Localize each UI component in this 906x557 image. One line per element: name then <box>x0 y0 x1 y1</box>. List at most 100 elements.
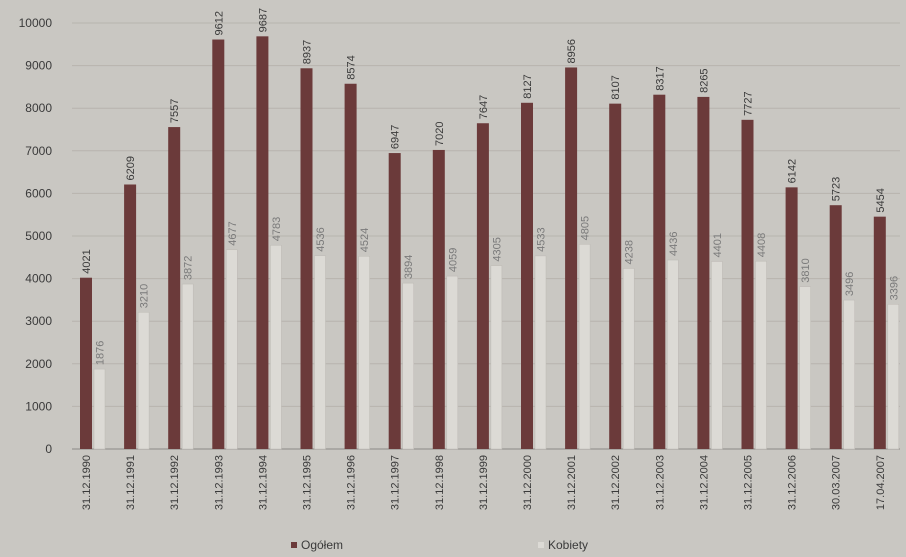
data-label-ogolem: 6142 <box>787 159 799 183</box>
data-label-ogolem: 6209 <box>125 156 137 180</box>
x-tick-label: 31.12.1993 <box>213 455 225 510</box>
bar-kobiety <box>137 312 150 450</box>
bar-kobiety <box>490 265 503 450</box>
data-label-ogolem: 7647 <box>478 95 490 119</box>
legend-label-kobiety: Kobiety <box>548 538 588 552</box>
data-label-ogolem: 7020 <box>434 121 446 145</box>
bar-kobiety <box>711 261 723 450</box>
data-label-ogolem: 5454 <box>875 188 887 212</box>
bar-kobiety <box>93 368 106 450</box>
bar-ogolem <box>256 36 269 449</box>
bar-kobiety <box>887 304 900 450</box>
bar-ogolem <box>300 68 313 449</box>
bar-ogolem <box>741 119 754 449</box>
x-tick-label: 31.12.1998 <box>434 455 446 510</box>
data-label-kobiety: 4533 <box>536 227 548 251</box>
data-label-ogolem: 8107 <box>610 75 622 99</box>
bar-kobiety <box>755 260 767 450</box>
bar-ogolem <box>785 187 798 449</box>
legend-swatch-kobiety <box>538 542 544 548</box>
x-tick-label: 31.12.2001 <box>566 455 578 510</box>
bar-kobiety <box>843 299 855 450</box>
x-tick-label: 31.12.2004 <box>698 455 710 510</box>
data-label-ogolem: 8937 <box>302 40 314 64</box>
bar-kobiety <box>667 259 679 450</box>
y-tick-label: 2000 <box>25 357 52 371</box>
data-label-kobiety: 4677 <box>227 221 239 245</box>
bar-ogolem <box>697 96 710 449</box>
bar-kobiety <box>578 244 591 450</box>
data-label-kobiety: 3872 <box>183 256 195 280</box>
x-tick-label: 31.12.2000 <box>522 455 534 510</box>
y-tick-label: 10000 <box>19 16 53 30</box>
data-label-kobiety: 4783 <box>271 217 283 241</box>
data-label-kobiety: 4436 <box>668 232 680 256</box>
data-label-kobiety: 4238 <box>624 240 636 264</box>
data-label-ogolem: 9687 <box>257 8 269 32</box>
bar-ogolem <box>829 205 842 449</box>
y-tick-label: 7000 <box>25 144 52 158</box>
bar-ogolem <box>873 216 886 449</box>
x-tick-label: 31.12.2003 <box>654 455 666 510</box>
bar-ogolem <box>476 123 489 450</box>
y-tick-label: 9000 <box>25 59 52 73</box>
bar-ogolem <box>521 102 533 450</box>
legend-label-ogolem: Ogółem <box>301 538 343 552</box>
y-tick-label: 5000 <box>25 229 52 243</box>
data-label-ogolem: 8127 <box>522 74 534 98</box>
data-label-kobiety: 3894 <box>403 255 415 279</box>
x-tick-label: 17.04.2007 <box>875 455 887 510</box>
data-label-ogolem: 8956 <box>566 39 578 63</box>
bar-ogolem <box>432 149 445 449</box>
bar-kobiety <box>181 283 194 450</box>
bar-kobiety <box>314 255 326 450</box>
data-label-ogolem: 7557 <box>169 99 181 123</box>
x-tick-label: 31.12.1994 <box>257 455 269 510</box>
y-tick-label: 6000 <box>25 186 52 200</box>
x-tick-label: 31.12.1997 <box>390 455 402 510</box>
data-label-kobiety: 3496 <box>844 272 856 296</box>
data-label-kobiety: 4059 <box>447 248 459 272</box>
x-tick-label: 31.12.2002 <box>610 455 622 510</box>
data-label-kobiety: 3810 <box>800 258 812 282</box>
bar-ogolem <box>388 153 401 449</box>
x-tick-label: 31.12.2006 <box>787 455 799 510</box>
bar-ogolem <box>344 83 357 450</box>
bar-kobiety <box>270 244 282 450</box>
data-label-kobiety: 4408 <box>756 233 768 257</box>
data-label-ogolem: 5723 <box>831 177 843 201</box>
y-tick-label: 3000 <box>25 314 52 328</box>
x-tick-label: 31.12.1990 <box>81 455 93 510</box>
y-tick-label: 0 <box>45 442 52 456</box>
bar-ogolem <box>609 103 622 450</box>
x-tick-label: 31.12.1991 <box>125 455 137 510</box>
bar-kobiety <box>446 275 459 450</box>
data-label-ogolem: 4021 <box>81 249 93 273</box>
y-tick-label: 8000 <box>25 101 52 115</box>
data-label-ogolem: 8317 <box>654 66 666 90</box>
bar-kobiety <box>226 249 238 450</box>
data-label-kobiety: 3396 <box>888 276 900 300</box>
bar-ogolem <box>168 127 181 449</box>
x-tick-label: 31.12.1992 <box>169 455 181 510</box>
x-tick-label: 30.03.2007 <box>831 455 843 510</box>
bar-kobiety <box>799 286 811 450</box>
bar-ogolem <box>212 39 225 449</box>
data-label-kobiety: 4305 <box>491 237 503 261</box>
bar-ogolem <box>653 94 666 449</box>
data-label-ogolem: 8574 <box>346 55 358 79</box>
data-label-kobiety: 3210 <box>139 284 151 308</box>
x-tick-label: 31.12.1996 <box>346 455 358 510</box>
x-tick-label: 31.12.1999 <box>478 455 490 510</box>
y-tick-label: 1000 <box>25 399 52 413</box>
legend-swatch-ogolem <box>291 542 297 548</box>
data-label-kobiety: 4805 <box>580 216 592 240</box>
x-tick-label: 31.12.1995 <box>302 455 314 510</box>
data-label-ogolem: 6947 <box>390 125 402 149</box>
bar-ogolem <box>565 67 578 450</box>
bar-kobiety <box>358 256 370 450</box>
data-label-kobiety: 4401 <box>712 233 724 257</box>
data-label-ogolem: 9612 <box>213 11 225 35</box>
